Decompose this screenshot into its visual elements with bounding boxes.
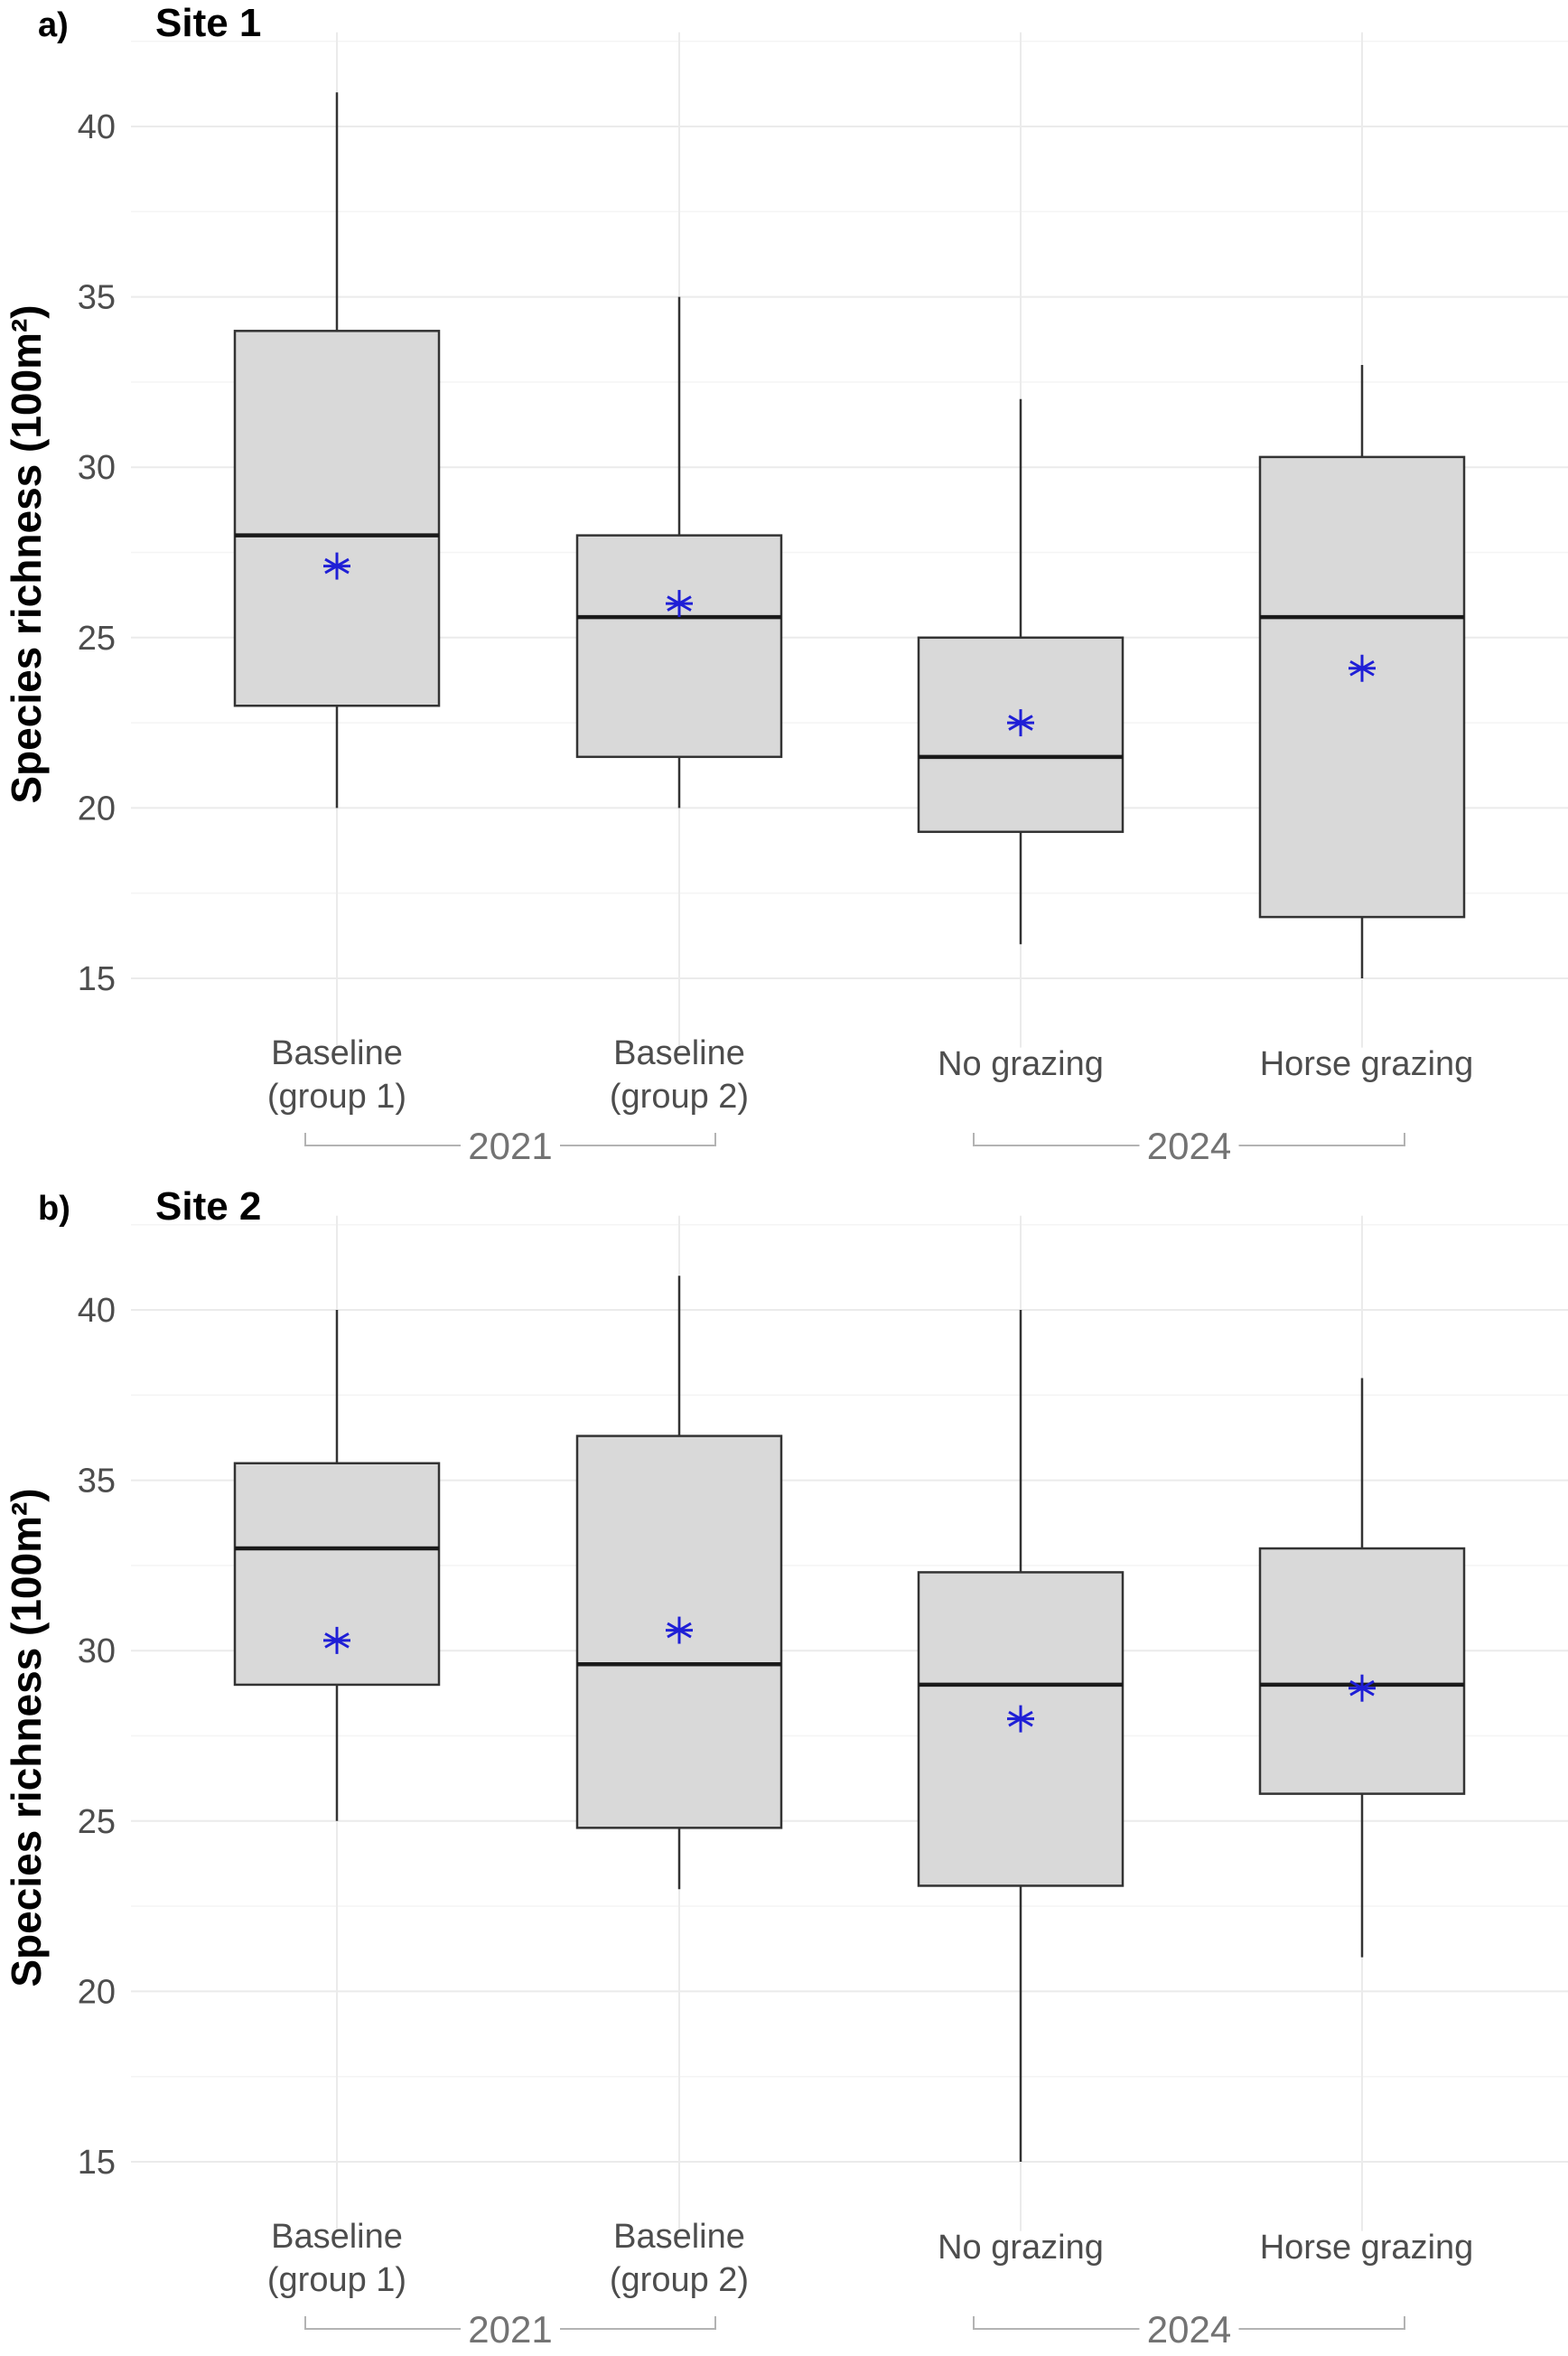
group-label: 2024: [1147, 2308, 1231, 2351]
mean-marker: [666, 1616, 693, 1644]
group-label-background: [461, 1140, 560, 1153]
y-axis-label: Species richness (100m²): [3, 1488, 50, 1987]
y-tick-label: 15: [78, 960, 116, 998]
panel-title: Site 2: [155, 1184, 261, 1229]
box-2: [917, 398, 1125, 945]
x-category-label: Baseline: [613, 2218, 745, 2256]
y-tick-label: 40: [78, 1292, 116, 1330]
y-tick-label: 40: [78, 108, 116, 146]
y-tick-label: 25: [78, 620, 116, 658]
y-tick-label: 30: [78, 449, 116, 487]
iqr-box: [1258, 1547, 1466, 1795]
x-category-label: (group 2): [610, 2261, 749, 2299]
x-category-label: Baseline: [613, 1034, 745, 1072]
iqr-box: [233, 330, 441, 707]
box-0: [233, 1310, 441, 1821]
y-tick-label: 20: [78, 1973, 116, 2011]
panel-label: b): [38, 1190, 70, 1228]
x-category-label: (group 1): [267, 2261, 406, 2299]
group-label: 2021: [468, 1125, 552, 1167]
box-1: [575, 296, 783, 809]
group-label-background: [1139, 2323, 1239, 2336]
mean-marker: [1349, 1674, 1376, 1702]
iqr-box: [575, 534, 783, 759]
mean-marker: [323, 552, 350, 580]
x-category-label: Baseline: [271, 2218, 403, 2256]
mean-marker: [323, 1626, 350, 1654]
group-label-background: [461, 2323, 560, 2336]
mean-marker: [1007, 709, 1034, 737]
group-label-background: [1139, 1140, 1239, 1153]
iqr-box: [1258, 455, 1466, 919]
y-tick-label: 35: [78, 279, 116, 317]
panel-title: Site 1: [155, 1, 261, 45]
x-category-label: No grazing: [938, 1045, 1104, 1083]
mean-marker: [1349, 654, 1376, 682]
group-label: 2024: [1147, 1125, 1231, 1167]
panel-label: a): [38, 6, 69, 44]
panel-b: 15 20 25 30 35 40 Baseline (group 1) Baseline (gr…: [3, 1184, 1568, 2351]
y-tick-label: 35: [78, 1463, 116, 1501]
x-category-label: Horse grazing: [1260, 1045, 1474, 1083]
y-tick-label: 20: [78, 790, 116, 827]
mean-marker: [666, 590, 693, 618]
group-label: 2021: [468, 2308, 552, 2351]
y-axis-label: Species richness (100m²): [3, 304, 50, 803]
box-1: [575, 1276, 783, 1890]
panel-a: 15 20 25 30 35 40 Baseline (group 1) Baseline (gr…: [3, 1, 1568, 1167]
x-category-label: Horse grazing: [1260, 2229, 1474, 2267]
mean-marker: [1007, 1705, 1034, 1733]
box-3: [1258, 1378, 1466, 1958]
box-2: [917, 1310, 1125, 2162]
y-tick-label: 25: [78, 1803, 116, 1841]
y-tick-label: 30: [78, 1632, 116, 1670]
box-3: [1258, 365, 1466, 978]
x-category-label: (group 2): [610, 1078, 749, 1116]
y-tick-label: 15: [78, 2144, 116, 2182]
x-category-label: (group 1): [267, 1078, 406, 1116]
box-0: [233, 92, 441, 809]
x-category-label: Baseline: [271, 1034, 403, 1072]
x-category-label: No grazing: [938, 2229, 1104, 2267]
